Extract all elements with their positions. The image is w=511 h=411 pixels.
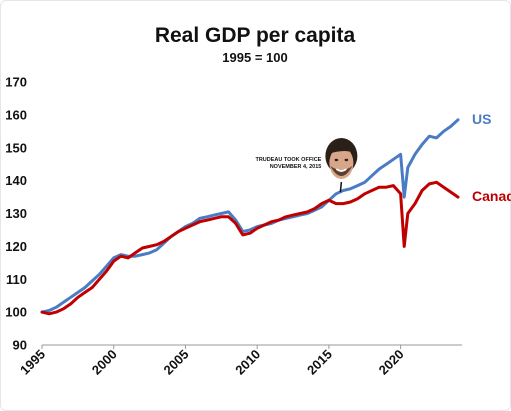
series-label-us: US <box>472 111 491 127</box>
annotation-text-line1: TRUDEAU TOOK OFFICE <box>255 157 321 163</box>
x-tick-label: 2000 <box>89 347 120 378</box>
y-tick-label: 120 <box>5 239 27 254</box>
y-tick-label: 90 <box>13 338 27 353</box>
y-tick-label: 160 <box>5 107 27 122</box>
y-tick-label: 140 <box>5 173 27 188</box>
series-group: US Canada <box>40 111 511 316</box>
x-tick-label: 2015 <box>304 347 335 378</box>
x-tick-label: 2020 <box>376 347 407 378</box>
y-axis-ticks: 90 100 110 120 130 140 150 160 170 <box>5 75 27 353</box>
chart-subtitle: 1995 = 100 <box>222 50 287 65</box>
x-axis-ticks: 1995 2000 2005 2010 2015 2020 <box>17 345 407 378</box>
series-line-canada <box>40 180 460 316</box>
series-line-us <box>40 118 460 314</box>
annotation-text-line2: NOVEMBER 4, 2015 <box>270 164 322 170</box>
annotation-pointer <box>339 181 343 193</box>
y-tick-label: 150 <box>5 140 27 155</box>
x-tick-label: 2005 <box>161 347 192 378</box>
chart-title: Real GDP per capita <box>155 24 356 47</box>
y-tick-label: 170 <box>5 75 27 90</box>
y-tick-label: 100 <box>5 305 27 320</box>
x-tick-label: 2010 <box>232 347 263 378</box>
portrait-photo <box>325 138 358 179</box>
y-tick-label: 110 <box>6 272 27 287</box>
series-label-canada: Canada <box>472 188 511 204</box>
y-tick-label: 130 <box>5 206 27 221</box>
